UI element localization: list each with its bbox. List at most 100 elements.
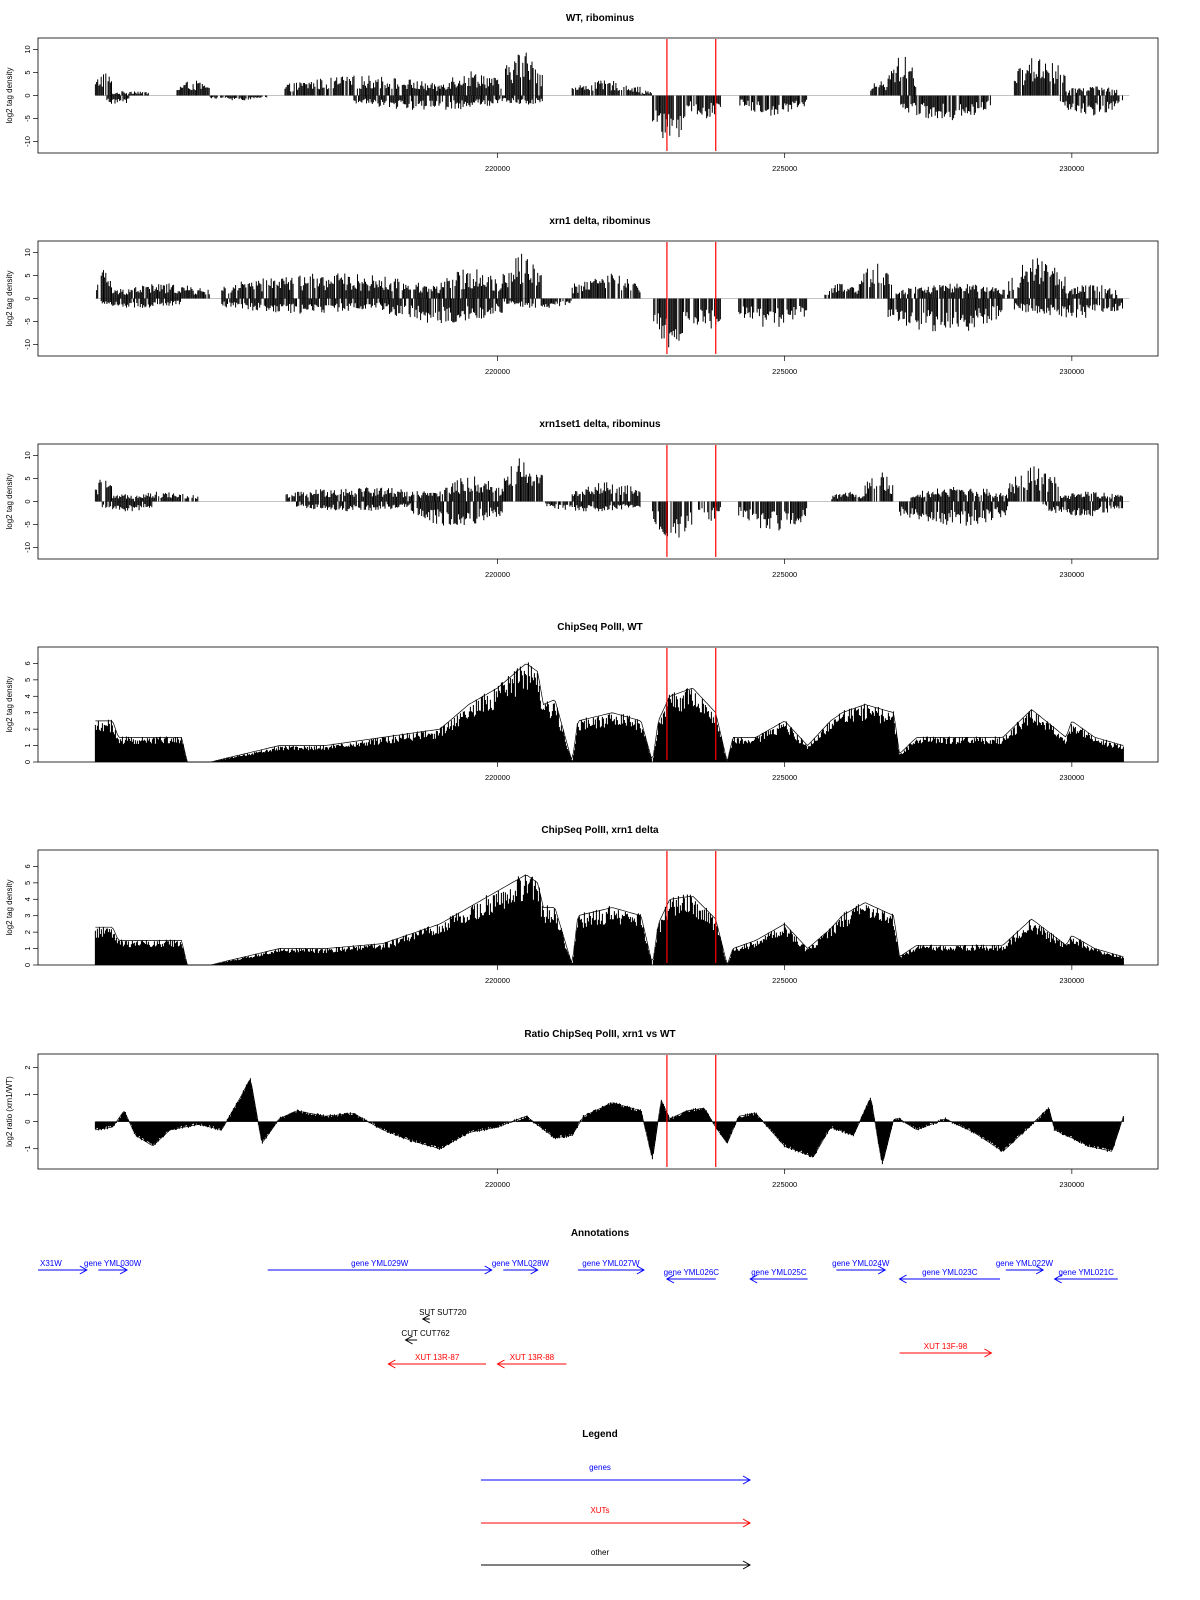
plus-strand-bars [96, 253, 1118, 299]
x-tick-label: 225000 [772, 976, 797, 985]
x-tick-label: 220000 [485, 773, 510, 782]
chart-title: WT, ribominus [566, 13, 635, 24]
x-tick-label: 230000 [1059, 976, 1084, 985]
chart-panel-5: ChipSeq PolII, xrn1 delta 0 1 2 3 4 5 6 log2 tag… [5, 825, 1159, 985]
arrowhead-left-icon [749, 1274, 758, 1284]
annotation-label: XUT 13R-88 [510, 1353, 555, 1362]
y-tick-label: 6 [23, 864, 32, 868]
y-tick-label: 4 [23, 694, 32, 698]
annotation-label: gene YML026C [664, 1268, 720, 1277]
x-tick-label: 220000 [485, 570, 510, 579]
plus-strand-bars [94, 52, 1118, 96]
annotation-label: gene YML029W [351, 1259, 409, 1268]
chart-panel-3: xrn1set1 delta, ribominus -10 -5 0 5 10 log2 t… [5, 419, 1159, 579]
annotation-label: gene YML024W [832, 1259, 890, 1268]
x-tick-label: 230000 [1059, 570, 1084, 579]
arrowhead-left-icon [1053, 1274, 1062, 1284]
arrowhead-right-icon [636, 1265, 645, 1275]
legend-item-XUTs: XUTs [481, 1506, 752, 1528]
y-tick-label: 2 [23, 727, 32, 731]
annotation-gene-6: gene YML026C [664, 1268, 720, 1284]
y-tick-label: 1 [23, 743, 32, 747]
minus-strand-bars [106, 95, 1123, 138]
signal-area [94, 662, 1124, 762]
y-tick-label: 3 [23, 711, 32, 715]
arrowhead-left-icon [898, 1274, 907, 1284]
chart-title: ChipSeq PolII, WT [557, 622, 643, 633]
annotation-gene-1: X31W [38, 1259, 88, 1275]
y-axis-label: log2 tag density [5, 67, 14, 123]
chart-title: ChipSeq PolII, xrn1 delta [541, 825, 659, 836]
y-tick-label: 4 [23, 897, 32, 901]
x-tick-label: 230000 [1059, 1180, 1084, 1189]
y-tick-label: -5 [23, 521, 32, 528]
arrowhead-left-icon [496, 1359, 505, 1369]
arrowhead-left-icon [387, 1359, 396, 1369]
y-tick-label: 2 [23, 1065, 32, 1069]
chart-title: xrn1 delta, ribominus [549, 216, 651, 227]
y-tick-label: -10 [23, 339, 32, 350]
annotation-other-12: SUT SUT720 [419, 1308, 467, 1324]
arrowhead-right-icon [119, 1265, 129, 1275]
y-axis-label: log2 tag density [5, 879, 14, 935]
y-tick-label: 6 [23, 661, 32, 665]
annotation-label: gene YML023C [922, 1268, 978, 1277]
annotation-gene-7: gene YML025C [749, 1268, 808, 1284]
annotation-other-13: CUT CUT762 [401, 1329, 450, 1345]
annotation-label: XUT 13R-87 [415, 1353, 460, 1362]
chart-title: xrn1set1 delta, ribominus [539, 419, 661, 430]
signal-area [94, 874, 1124, 965]
plus-strand-bars [94, 458, 1123, 502]
arrowhead-right-icon [79, 1265, 88, 1275]
annotation-gene-10: gene YML022W [996, 1259, 1054, 1275]
annotation-label: CUT CUT762 [401, 1329, 450, 1338]
arrowhead-right-icon [530, 1265, 539, 1275]
y-tick-label: -10 [23, 136, 32, 147]
x-tick-label: 230000 [1059, 164, 1084, 173]
annotations-panel: Annotations X31W gene YML030W gene YML029W g… [38, 1228, 1118, 1369]
y-axis-label: log2 ratio (xrn1/WT) [5, 1076, 14, 1147]
y-tick-label: 0 [23, 963, 32, 967]
annotation-xut-16: XUT 13F-98 [899, 1342, 993, 1358]
x-tick-label: 220000 [485, 1180, 510, 1189]
chart-panel-6: Ratio ChipSeq PolII, xrn1 vs WT -1 0 1 2 log2… [5, 1029, 1159, 1189]
y-tick-label: 10 [23, 248, 32, 256]
annotation-label: gene YML030W [84, 1259, 142, 1268]
x-tick-label: 225000 [772, 367, 797, 376]
y-tick-label: -1 [23, 1145, 32, 1152]
y-tick-label: 5 [23, 273, 32, 277]
y-tick-label: 2 [23, 930, 32, 934]
y-tick-label: 1 [23, 946, 32, 950]
x-tick-label: 220000 [485, 164, 510, 173]
signal-outline [95, 663, 1124, 763]
annotation-gene-2: gene YML030W [84, 1259, 142, 1275]
y-tick-label: 1 [23, 1093, 32, 1097]
arrowhead-right-icon [1035, 1265, 1045, 1275]
arrowhead-right-icon [877, 1265, 887, 1275]
y-tick-label: 0 [23, 296, 32, 300]
signal-outline [95, 874, 1124, 966]
arrowhead-right-icon [742, 1475, 752, 1485]
legend-label: genes [589, 1463, 611, 1472]
arrowhead-left-icon [421, 1314, 431, 1324]
annotation-xut-15: XUT 13R-88 [496, 1353, 567, 1369]
legend-item-genes: genes [481, 1463, 752, 1485]
chart-panel-1: WT, ribominus -10 -5 0 5 10 log2 tag density 22… [5, 13, 1159, 173]
annotation-label: gene YML021C [1058, 1268, 1114, 1277]
x-tick-label: 225000 [772, 164, 797, 173]
y-tick-label: -5 [23, 318, 32, 325]
annotation-label: XUT 13F-98 [924, 1342, 968, 1351]
x-tick-label: 225000 [772, 570, 797, 579]
y-tick-label: 5 [23, 70, 32, 74]
annotations-title: Annotations [571, 1228, 630, 1239]
x-tick-label: 220000 [485, 367, 510, 376]
y-axis-label: log2 tag density [5, 270, 14, 326]
chart-title: Ratio ChipSeq PolII, xrn1 vs WT [524, 1029, 675, 1040]
annotation-gene-9: gene YML023C [898, 1268, 1001, 1284]
x-tick-label: 225000 [772, 773, 797, 782]
annotation-label: SUT SUT720 [419, 1308, 467, 1317]
y-tick-label: -10 [23, 542, 32, 553]
y-tick-label: 3 [23, 914, 32, 918]
x-tick-label: 220000 [485, 976, 510, 985]
